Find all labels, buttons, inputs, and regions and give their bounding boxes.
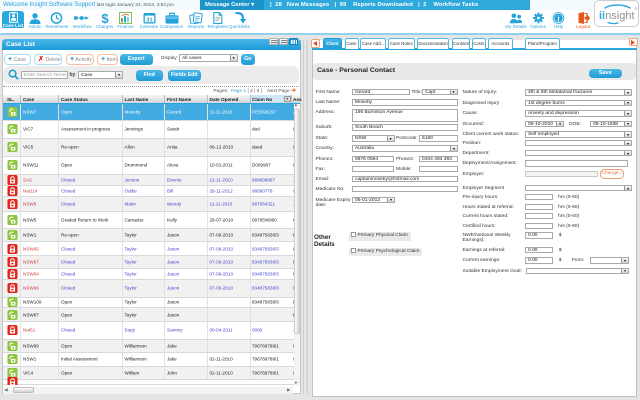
svg-text:31: 31 xyxy=(146,17,152,23)
svg-text:i: i xyxy=(557,14,559,23)
svg-text:nsight: nsight xyxy=(605,10,634,22)
svg-text:®: ® xyxy=(635,6,638,11)
svg-text:ii: ii xyxy=(599,10,605,22)
svg-text:$: $ xyxy=(101,12,109,24)
